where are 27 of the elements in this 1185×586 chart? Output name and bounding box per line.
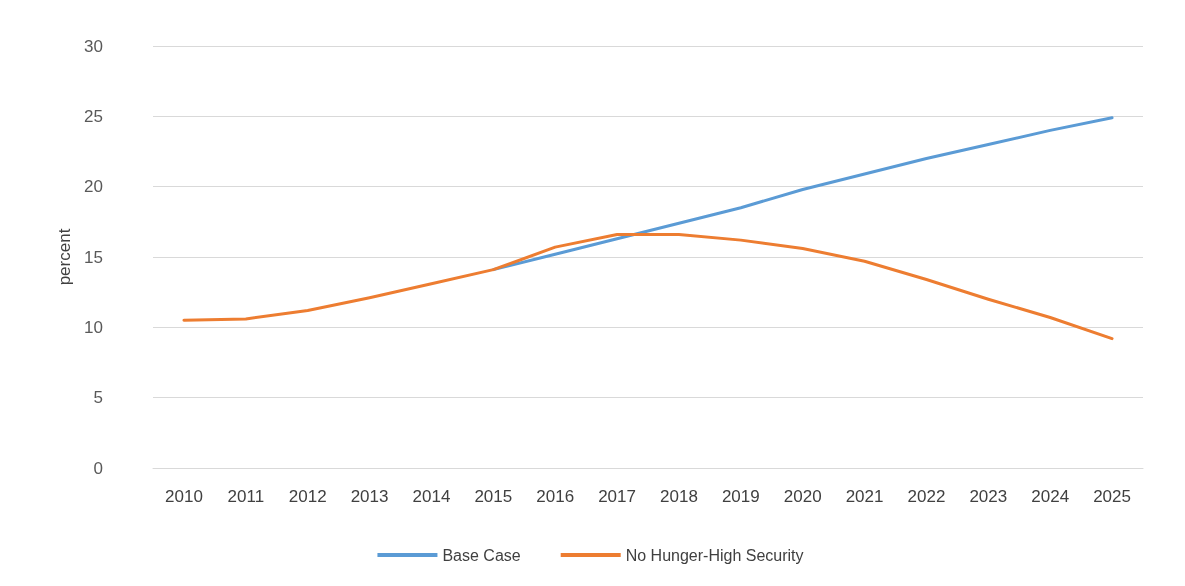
line-series [182, 232, 1114, 341]
y-tick-label: 25 [84, 106, 103, 126]
x-tick-label: 2021 [845, 487, 884, 506]
y-tick-label: 30 [84, 36, 103, 56]
x-tick-label: 2018 [660, 487, 698, 506]
x-tick-label: 2025 [1093, 487, 1131, 506]
legend-label: Base Case [442, 546, 521, 564]
x-tick-label: 2010 [165, 487, 203, 506]
y-tick-label: 0 [93, 458, 103, 478]
y-tick-label: 15 [84, 247, 103, 267]
legend-label: No Hunger-High Security [625, 546, 804, 564]
x-tick-label: 2022 [907, 487, 946, 506]
x-tick-label: 2011 [227, 487, 265, 506]
x-tick-label: 2024 [1031, 487, 1070, 506]
x-tick-label: 2012 [288, 487, 327, 506]
x-tick-label: 2015 [474, 487, 513, 506]
y-tick-label: 5 [93, 388, 103, 408]
y-tick-label: 10 [84, 317, 103, 337]
x-tick-label: 2023 [969, 487, 1008, 506]
x-tick-label: 2019 [721, 487, 760, 506]
x-tick-label: 2017 [598, 487, 636, 506]
y-axis-title: percent [55, 228, 75, 286]
x-tick-label: 2013 [350, 487, 389, 506]
x-tick-label: 2014 [412, 487, 451, 506]
x-tick-label: 2020 [783, 487, 822, 506]
y-tick-label: 20 [84, 177, 103, 197]
x-tick-label: 2016 [536, 487, 575, 506]
